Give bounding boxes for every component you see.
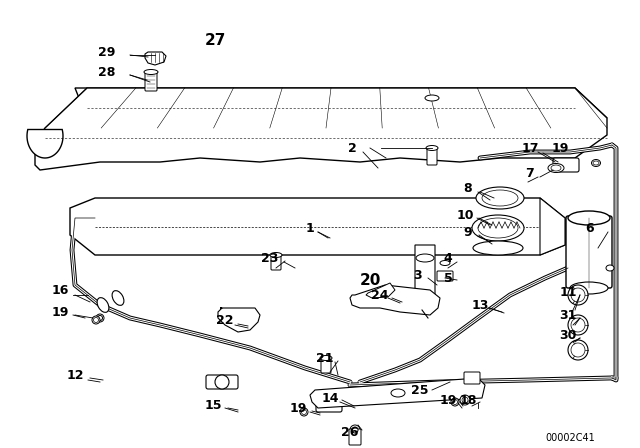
FancyBboxPatch shape	[427, 147, 437, 165]
Ellipse shape	[96, 314, 104, 322]
Ellipse shape	[452, 400, 458, 405]
Polygon shape	[366, 283, 395, 298]
Ellipse shape	[426, 146, 438, 151]
Text: 25: 25	[412, 383, 429, 396]
Ellipse shape	[568, 285, 588, 305]
FancyBboxPatch shape	[321, 357, 331, 373]
FancyBboxPatch shape	[206, 375, 238, 389]
Text: 12: 12	[67, 369, 84, 382]
Ellipse shape	[425, 95, 439, 101]
Text: 29: 29	[99, 46, 116, 59]
Text: 3: 3	[413, 268, 422, 281]
FancyBboxPatch shape	[271, 254, 281, 270]
Text: 19: 19	[289, 401, 307, 414]
Polygon shape	[70, 198, 565, 255]
Ellipse shape	[352, 427, 358, 433]
Text: 24: 24	[371, 289, 388, 302]
Text: 17: 17	[521, 142, 539, 155]
Ellipse shape	[440, 260, 450, 266]
FancyBboxPatch shape	[145, 71, 157, 91]
Ellipse shape	[548, 164, 564, 172]
Text: 4: 4	[444, 251, 452, 264]
Text: 19: 19	[551, 142, 569, 155]
Polygon shape	[350, 285, 440, 315]
Ellipse shape	[593, 161, 599, 165]
Ellipse shape	[215, 375, 229, 389]
Ellipse shape	[482, 190, 518, 206]
Text: 2: 2	[348, 142, 356, 155]
FancyBboxPatch shape	[349, 429, 361, 445]
Ellipse shape	[571, 288, 585, 302]
Ellipse shape	[570, 282, 608, 294]
Text: 16: 16	[51, 284, 68, 297]
Ellipse shape	[97, 315, 102, 320]
Text: 19: 19	[51, 306, 68, 319]
Ellipse shape	[571, 343, 585, 357]
FancyBboxPatch shape	[566, 216, 612, 288]
Ellipse shape	[92, 316, 100, 324]
Ellipse shape	[472, 215, 524, 241]
Ellipse shape	[460, 395, 470, 405]
Text: 8: 8	[464, 181, 472, 194]
Ellipse shape	[476, 187, 524, 209]
Ellipse shape	[320, 356, 332, 361]
Polygon shape	[145, 52, 166, 65]
FancyBboxPatch shape	[316, 398, 342, 412]
Ellipse shape	[591, 159, 600, 167]
Ellipse shape	[301, 409, 307, 414]
Ellipse shape	[300, 408, 308, 416]
Ellipse shape	[144, 69, 158, 74]
Polygon shape	[310, 378, 485, 408]
Polygon shape	[75, 88, 607, 118]
Text: 30: 30	[559, 328, 577, 341]
Text: 22: 22	[216, 314, 234, 327]
Text: 9: 9	[464, 225, 472, 238]
Text: 18: 18	[460, 393, 477, 406]
Ellipse shape	[97, 297, 109, 312]
FancyBboxPatch shape	[464, 372, 480, 384]
Ellipse shape	[270, 253, 282, 258]
Text: 23: 23	[261, 251, 278, 264]
Polygon shape	[540, 198, 565, 255]
Text: 27: 27	[204, 33, 226, 47]
Ellipse shape	[416, 254, 434, 262]
Text: 5: 5	[444, 271, 452, 284]
Text: 10: 10	[456, 208, 474, 221]
Polygon shape	[35, 88, 607, 170]
Polygon shape	[27, 129, 63, 158]
Text: 26: 26	[341, 426, 358, 439]
Ellipse shape	[473, 241, 523, 255]
Text: 1: 1	[306, 221, 314, 234]
Ellipse shape	[112, 291, 124, 306]
FancyBboxPatch shape	[437, 271, 453, 281]
Text: 19: 19	[439, 393, 457, 406]
Ellipse shape	[462, 397, 468, 403]
Ellipse shape	[350, 425, 360, 435]
Ellipse shape	[568, 340, 588, 360]
Ellipse shape	[93, 318, 99, 323]
Ellipse shape	[551, 165, 561, 171]
Ellipse shape	[451, 398, 459, 406]
Text: 20: 20	[359, 272, 381, 288]
Text: 14: 14	[321, 392, 339, 405]
Text: 31: 31	[559, 309, 577, 322]
Polygon shape	[218, 308, 260, 332]
Ellipse shape	[391, 389, 405, 397]
Ellipse shape	[568, 315, 588, 335]
Text: 11: 11	[559, 285, 577, 298]
Text: 15: 15	[204, 399, 221, 412]
Text: 7: 7	[525, 167, 534, 180]
Ellipse shape	[606, 265, 614, 271]
Ellipse shape	[568, 211, 610, 225]
Text: 13: 13	[471, 298, 489, 311]
Ellipse shape	[571, 318, 585, 332]
Text: 6: 6	[586, 221, 595, 234]
Text: 21: 21	[316, 352, 333, 365]
Ellipse shape	[478, 218, 518, 238]
Polygon shape	[415, 245, 435, 310]
FancyBboxPatch shape	[553, 158, 579, 172]
Text: 00002C41: 00002C41	[545, 433, 595, 443]
Text: 28: 28	[99, 65, 116, 78]
